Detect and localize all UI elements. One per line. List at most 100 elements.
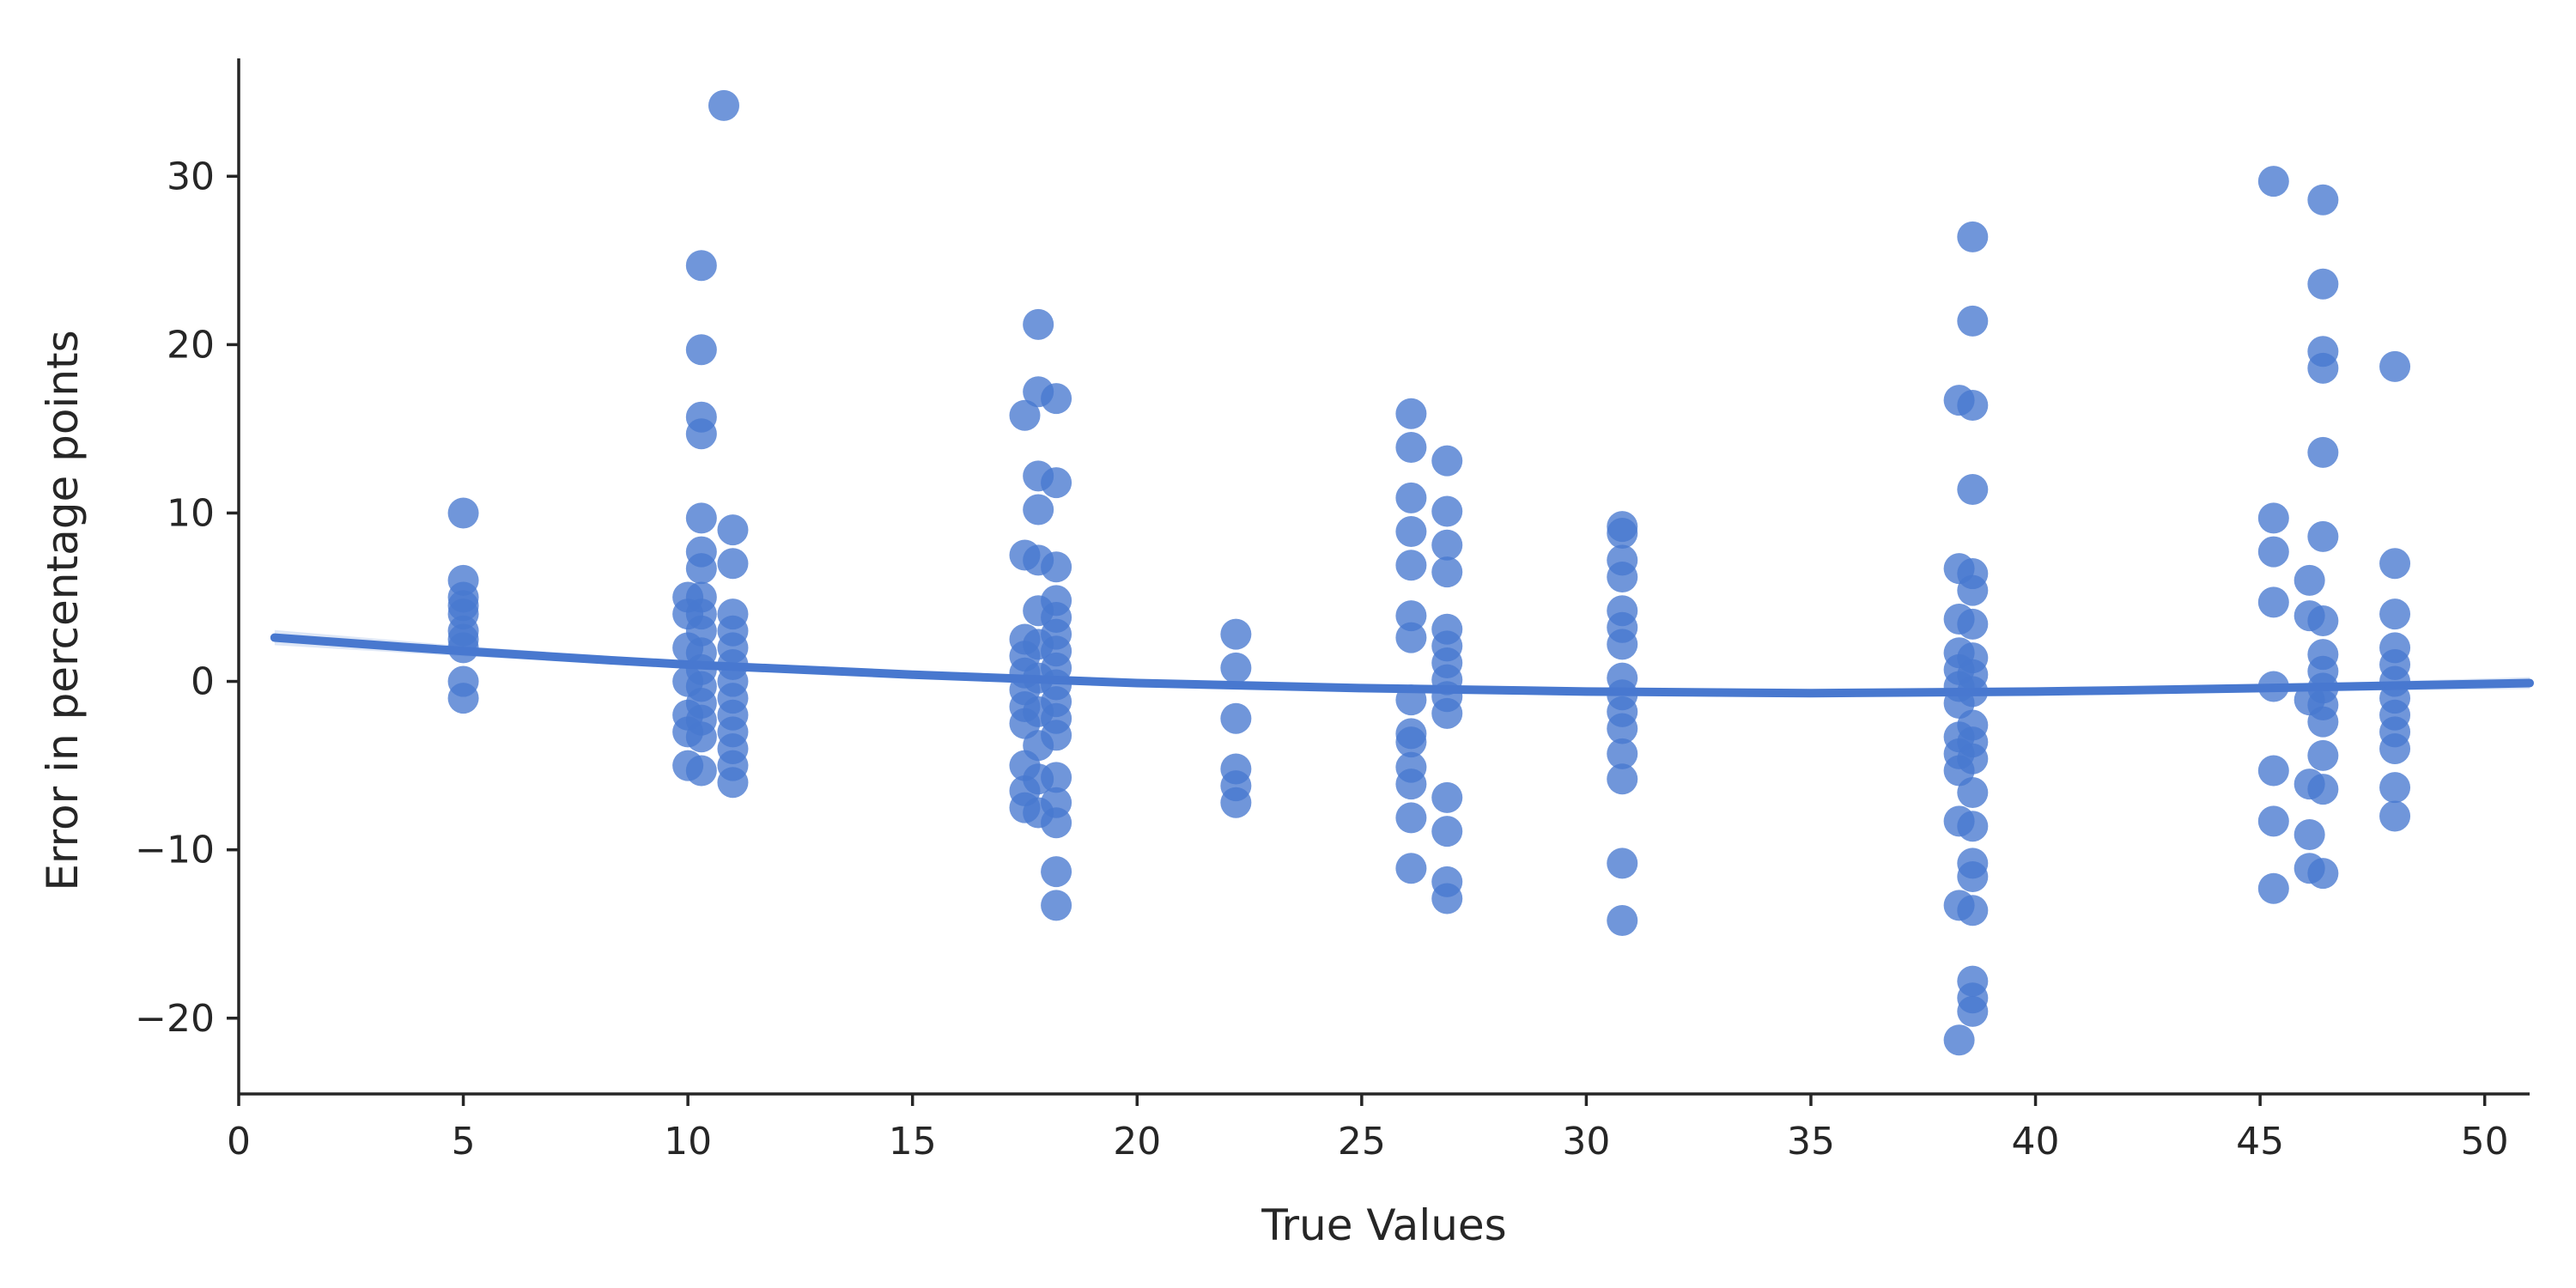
data-point: [1943, 1024, 1975, 1056]
data-point: [1957, 861, 1989, 893]
x-tick-label: 50: [2461, 1120, 2509, 1163]
data-point: [685, 615, 717, 647]
y-axis-label: Error in percentage points: [38, 330, 88, 890]
data-point: [2257, 671, 2289, 702]
data-point: [1431, 445, 1463, 477]
data-point: [717, 548, 749, 580]
data-point: [1395, 802, 1427, 834]
data-point: [2379, 598, 2411, 630]
data-point: [2293, 819, 2325, 851]
data-point: [1395, 622, 1427, 653]
data-point: [1220, 702, 1252, 734]
data-point: [1041, 890, 1072, 921]
data-point: [717, 514, 749, 546]
data-point: [1023, 308, 1054, 340]
data-point: [2379, 350, 2411, 382]
data-point: [1431, 781, 1463, 813]
data-point: [447, 683, 479, 714]
data-point: [1041, 383, 1072, 415]
data-point: [1607, 738, 1638, 769]
data-point: [1957, 574, 1989, 606]
y-tick-label: −20: [135, 997, 215, 1041]
data-point: [1957, 743, 1989, 775]
data-point: [1431, 529, 1463, 561]
x-axis-label: True Values: [1261, 1200, 1506, 1250]
data-point: [2307, 739, 2339, 771]
data-point: [1395, 853, 1427, 884]
data-point: [1607, 763, 1638, 795]
data-point: [1607, 713, 1638, 744]
data-point: [2307, 774, 2339, 805]
data-point: [1220, 618, 1252, 650]
data-point: [2257, 755, 2289, 787]
axes-layer: 0 5 10 15 20 25 30 35 40 45 50 −20 −10 0 10 20 30: [135, 58, 2530, 1163]
data-point: [2257, 166, 2289, 197]
data-point: [1395, 550, 1427, 581]
data-point: [1431, 556, 1463, 588]
y-tick-label: 10: [167, 491, 215, 535]
y-tick-label: 30: [167, 155, 215, 198]
x-tick-label: 30: [1562, 1120, 1610, 1163]
y-axis-ticks: −20 −10 0 10 20 30: [135, 155, 239, 1041]
data-point: [1395, 516, 1427, 548]
data-point: [1395, 398, 1427, 429]
data-point: [685, 755, 717, 787]
data-point: [685, 250, 717, 282]
x-tick-label: 10: [664, 1120, 712, 1163]
y-tick-label: −10: [135, 829, 215, 872]
data-point: [1041, 551, 1072, 583]
data-point: [1041, 762, 1072, 793]
data-point: [1431, 495, 1463, 527]
data-point: [1395, 600, 1427, 632]
y-tick-label: 0: [191, 660, 215, 704]
data-point: [2379, 548, 2411, 580]
data-point: [1957, 305, 1989, 337]
data-point: [2307, 706, 2339, 738]
data-point: [2307, 184, 2339, 216]
data-point: [2379, 772, 2411, 804]
data-point: [2257, 536, 2289, 568]
x-tick-label: 40: [2012, 1120, 2060, 1163]
data-point: [1041, 807, 1072, 839]
data-point: [1957, 811, 1989, 842]
data-point: [2307, 520, 2339, 552]
y-tick-label: 20: [167, 323, 215, 367]
data-point: [1220, 652, 1252, 683]
data-point: [1607, 561, 1638, 592]
data-point: [1041, 856, 1072, 888]
data-point: [1431, 883, 1463, 914]
regression-line: [270, 633, 2534, 698]
x-tick-label: 5: [452, 1120, 476, 1163]
data-point: [2379, 733, 2411, 764]
data-point: [1395, 684, 1427, 716]
data-point: [1009, 399, 1041, 431]
data-point: [2257, 586, 2289, 618]
data-point: [1395, 482, 1427, 513]
data-point: [685, 502, 717, 534]
data-point: [1220, 787, 1252, 818]
data-point: [1023, 494, 1054, 526]
data-point: [2307, 605, 2339, 636]
data-point: [2307, 268, 2339, 300]
data-point: [1957, 776, 1989, 808]
data-point: [1957, 389, 1989, 421]
data-point: [1957, 676, 1989, 708]
x-tick-label: 0: [227, 1120, 251, 1163]
data-point: [2257, 872, 2289, 904]
data-point: [1607, 517, 1638, 549]
data-point: [708, 89, 739, 121]
data-point: [2257, 805, 2289, 837]
data-point: [447, 632, 479, 664]
data-point: [685, 721, 717, 753]
data-point: [685, 334, 717, 366]
data-point: [447, 497, 479, 529]
data-point: [1041, 720, 1072, 751]
x-tick-label: 45: [2236, 1120, 2284, 1163]
x-tick-label: 35: [1787, 1120, 1835, 1163]
data-point: [1041, 467, 1072, 499]
data-point: [2257, 502, 2289, 534]
data-point: [2379, 800, 2411, 832]
points-layer: [447, 89, 2411, 1056]
